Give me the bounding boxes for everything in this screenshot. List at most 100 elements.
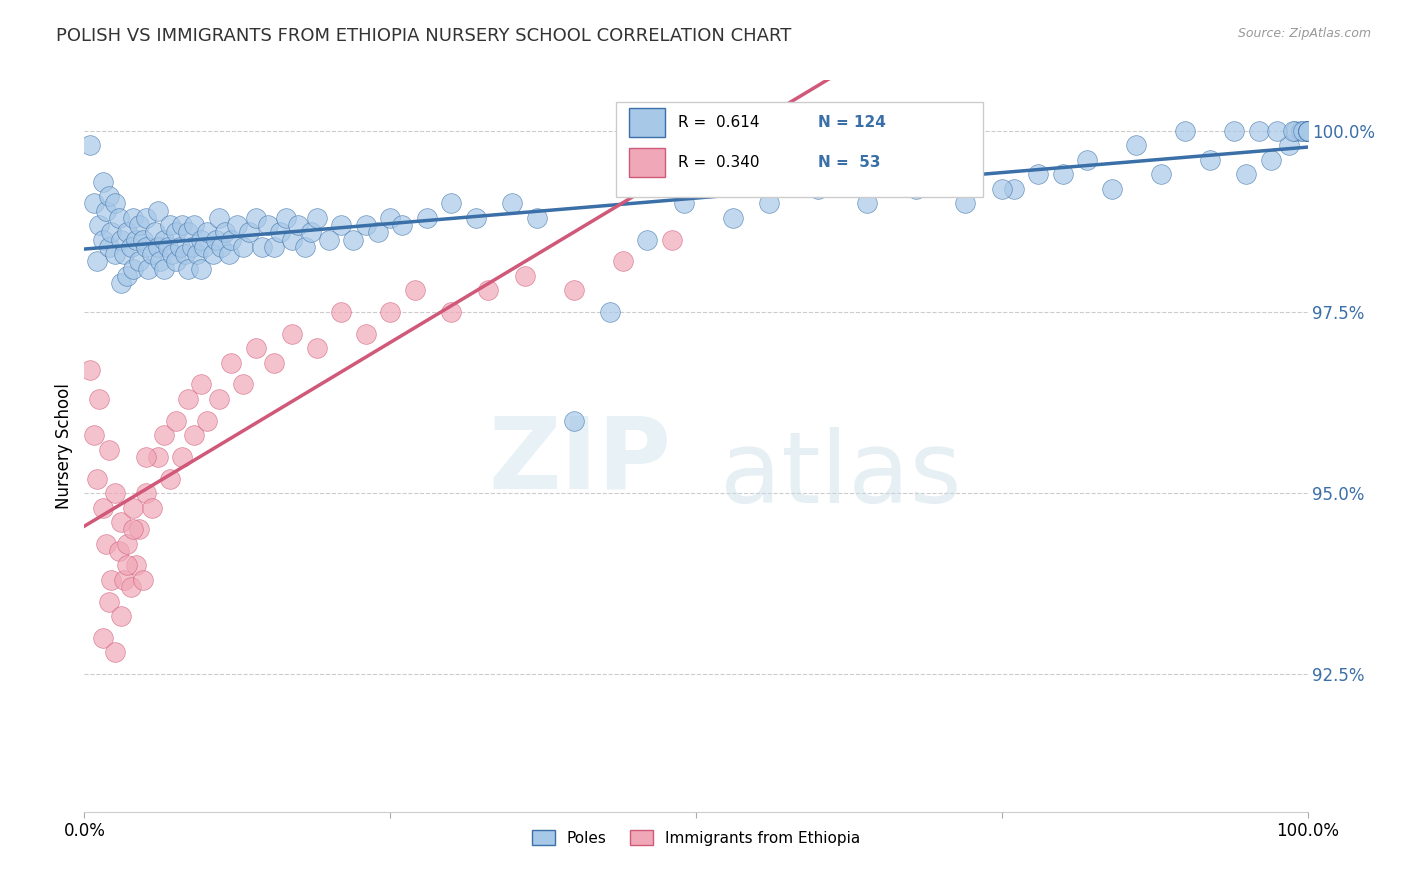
Point <box>1125 138 1147 153</box>
Text: POLISH VS IMMIGRANTS FROM ETHIOPIA NURSERY SCHOOL CORRELATION CHART: POLISH VS IMMIGRANTS FROM ETHIOPIA NURSE… <box>56 27 792 45</box>
Point <box>208 392 231 406</box>
Point <box>173 247 195 261</box>
Point <box>115 225 138 239</box>
Point <box>245 341 267 355</box>
Text: Source: ZipAtlas.com: Source: ZipAtlas.com <box>1237 27 1371 40</box>
Point <box>263 356 285 370</box>
Bar <box>628 147 665 177</box>
Point <box>91 233 114 247</box>
Point <box>100 225 122 239</box>
Point <box>599 305 621 319</box>
Point <box>562 283 585 297</box>
Point <box>177 225 200 239</box>
Point <box>128 522 150 536</box>
Y-axis label: Nursery School: Nursery School <box>55 383 73 509</box>
Point <box>1150 168 1173 182</box>
Point <box>91 175 114 189</box>
Point <box>141 247 163 261</box>
Point <box>294 240 316 254</box>
Point <box>226 218 249 232</box>
Point <box>91 500 114 515</box>
Point <box>281 326 304 341</box>
Point <box>128 218 150 232</box>
Point <box>83 196 105 211</box>
Point <box>115 537 138 551</box>
Point <box>1265 124 1288 138</box>
Text: atlas: atlas <box>720 426 962 524</box>
Point <box>281 233 304 247</box>
Point <box>112 573 135 587</box>
Point <box>159 472 181 486</box>
Point <box>1028 168 1050 182</box>
Point <box>526 211 548 225</box>
Point <box>276 211 298 225</box>
Point <box>238 225 260 239</box>
Point <box>97 240 120 254</box>
Point <box>153 261 176 276</box>
Point <box>299 225 322 239</box>
Point <box>110 276 132 290</box>
Point <box>104 486 127 500</box>
Point <box>1052 168 1074 182</box>
Point <box>96 203 118 218</box>
Point <box>209 240 232 254</box>
Point <box>287 218 309 232</box>
Point <box>177 392 200 406</box>
Point <box>186 247 208 261</box>
Point <box>122 211 145 225</box>
Point <box>636 233 658 247</box>
Point <box>165 254 187 268</box>
Point <box>464 211 486 225</box>
Point <box>125 233 148 247</box>
Point <box>214 225 236 239</box>
Point <box>367 225 389 239</box>
Point <box>991 182 1014 196</box>
Point <box>1278 138 1301 153</box>
Point <box>672 196 695 211</box>
Point <box>146 450 169 464</box>
FancyBboxPatch shape <box>616 103 983 197</box>
Point <box>183 428 205 442</box>
Text: N =  53: N = 53 <box>818 154 880 169</box>
Point <box>1296 124 1319 138</box>
Point <box>232 377 254 392</box>
Text: ZIP: ZIP <box>489 412 672 509</box>
Point <box>79 138 101 153</box>
Point <box>132 573 155 587</box>
Point <box>245 211 267 225</box>
Point <box>165 225 187 239</box>
Point <box>107 544 129 558</box>
Point <box>218 247 240 261</box>
Point <box>141 500 163 515</box>
Point <box>193 240 215 254</box>
Point <box>661 233 683 247</box>
Point <box>190 377 212 392</box>
Bar <box>628 108 665 137</box>
Point <box>440 305 463 319</box>
Point <box>1236 168 1258 182</box>
Point <box>146 240 169 254</box>
Point <box>97 442 120 457</box>
Point <box>146 203 169 218</box>
Point <box>128 254 150 268</box>
Point <box>190 261 212 276</box>
Point <box>905 182 928 196</box>
Point <box>250 240 273 254</box>
Point <box>122 261 145 276</box>
Point <box>165 414 187 428</box>
Point <box>181 240 204 254</box>
Point <box>135 486 157 500</box>
Point <box>120 580 142 594</box>
Point <box>305 211 328 225</box>
Point <box>110 233 132 247</box>
Point <box>86 472 108 486</box>
Point <box>153 428 176 442</box>
Point <box>269 225 291 239</box>
Point <box>195 225 218 239</box>
Point <box>135 450 157 464</box>
Point <box>1076 153 1098 167</box>
Point <box>86 254 108 268</box>
Point <box>122 500 145 515</box>
Point <box>1296 124 1319 138</box>
Point <box>183 218 205 232</box>
